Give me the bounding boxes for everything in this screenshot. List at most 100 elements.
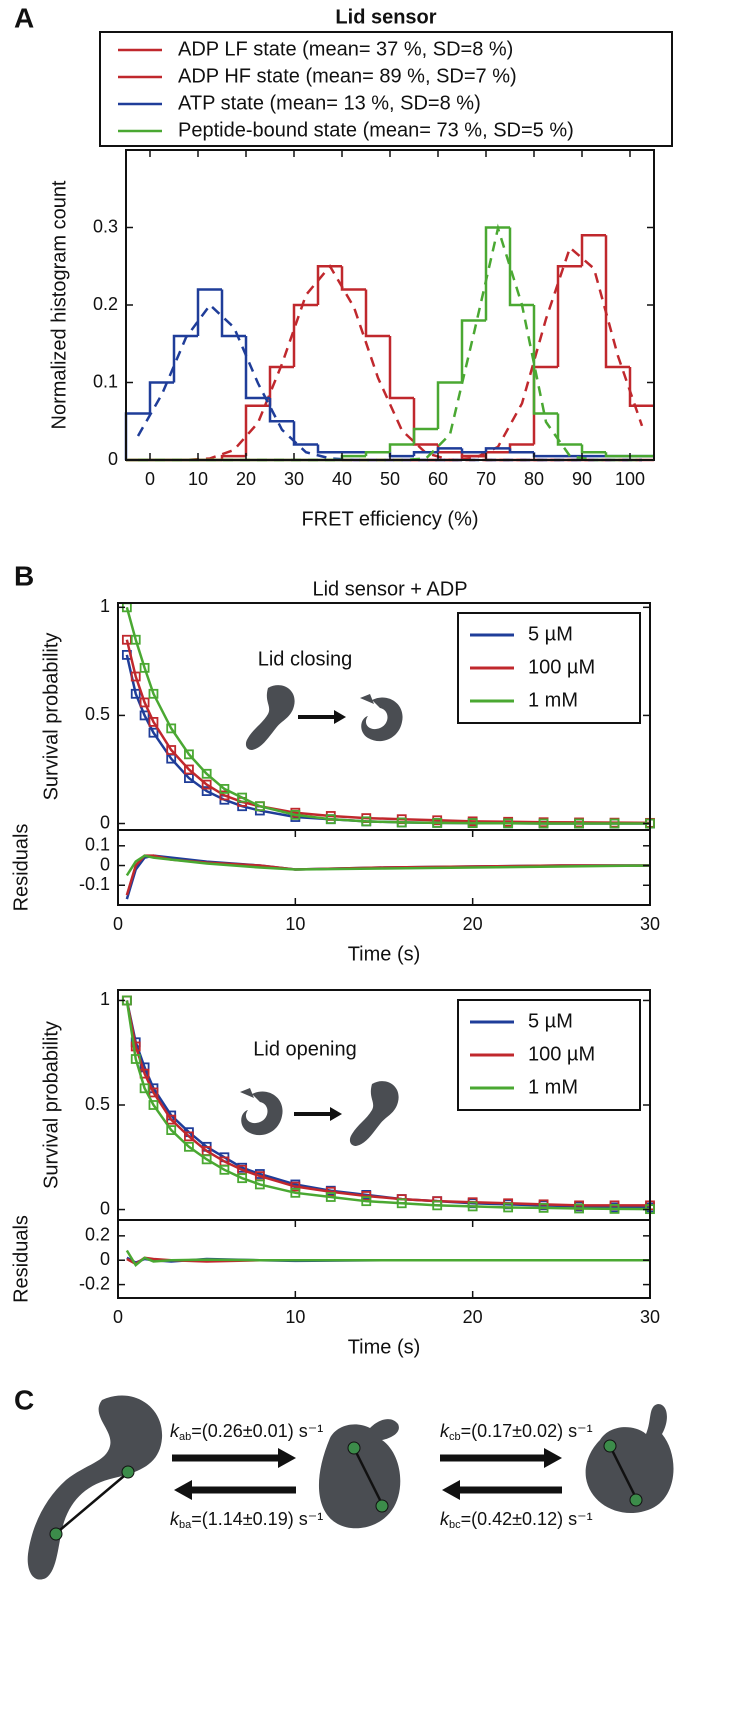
data-point xyxy=(148,727,159,738)
state-c xyxy=(585,1404,674,1514)
histogram-step xyxy=(460,319,486,383)
y-tick-label: -0.2 xyxy=(79,1273,110,1293)
rate-symbol: k xyxy=(170,1421,180,1441)
plot-frame xyxy=(117,1219,651,1299)
data-point xyxy=(290,1187,301,1198)
chart-title: Lid sensor xyxy=(335,6,436,28)
fit-line xyxy=(125,606,650,825)
data-point xyxy=(184,1141,194,1152)
rate-symbol: k xyxy=(440,1421,450,1441)
annotation: Lid closing xyxy=(258,648,353,670)
data-point xyxy=(166,1125,177,1135)
data-point xyxy=(130,1054,141,1064)
legend-label: ATP state (mean= 13 %, SD=8 %) xyxy=(178,92,481,114)
data-point xyxy=(166,1114,177,1125)
rate-value: =(0.26±0.01) s⁻¹ xyxy=(191,1421,323,1441)
legend-label: 1 mM xyxy=(528,689,578,711)
data-point xyxy=(325,814,336,825)
residual-line xyxy=(125,854,650,896)
histogram-step xyxy=(628,367,654,407)
histogram-step xyxy=(388,452,414,458)
legend-label: 100 µM xyxy=(528,656,595,678)
x-tick-label: 30 xyxy=(640,914,660,934)
data-point xyxy=(139,697,150,708)
fit-line xyxy=(125,639,651,825)
x-tick-label: 50 xyxy=(380,469,400,489)
histogram-step xyxy=(412,398,438,446)
data-point xyxy=(166,745,177,755)
residual-line xyxy=(125,854,651,877)
fit-line xyxy=(125,1000,651,1211)
data-point xyxy=(396,1198,407,1209)
x-tick-label: 20 xyxy=(236,469,256,489)
y-tick-label: 0.2 xyxy=(85,1225,110,1245)
data-point xyxy=(609,1204,620,1214)
data-point xyxy=(139,710,150,721)
rate-label: kbc=(0.42±0.12) s⁻¹ xyxy=(440,1509,593,1531)
y-tick-label: 0.1 xyxy=(93,371,118,391)
histogram-step xyxy=(436,381,462,429)
x-axis-label: Time (s) xyxy=(348,1336,421,1358)
histogram-step xyxy=(388,336,414,400)
x-tick-label: 20 xyxy=(463,914,483,934)
y-tick-label: 0 xyxy=(100,1249,110,1269)
y-tick-label: 0 xyxy=(100,854,110,874)
data-point xyxy=(290,1181,301,1192)
data-point xyxy=(361,816,372,827)
legend-label: ADP LF state (mean= 37 %, SD=8 %) xyxy=(178,38,513,60)
legend-label: 5 µM xyxy=(528,623,573,645)
data-point xyxy=(254,801,265,812)
y-axis-label: Residuals xyxy=(10,824,32,912)
histogram-step xyxy=(244,404,270,457)
panel-label: C xyxy=(14,1384,34,1415)
data-point xyxy=(609,818,620,829)
residual-line xyxy=(125,1249,650,1267)
histogram-step xyxy=(364,289,390,338)
histogram-step xyxy=(556,265,582,367)
histogram-step xyxy=(364,451,390,457)
y-axis-label: Survival probability xyxy=(40,633,62,801)
data-point xyxy=(432,817,443,828)
rate-label: kcb=(0.17±0.02) s⁻¹ xyxy=(440,1421,593,1443)
y-tick-label: 1 xyxy=(100,596,110,616)
y-tick-label: 0.2 xyxy=(93,294,118,314)
data-point xyxy=(237,792,248,803)
rate-value: =(0.42±0.12) s⁻¹ xyxy=(461,1509,593,1529)
plot-frame xyxy=(125,149,655,461)
data-point xyxy=(201,1154,212,1165)
data-point xyxy=(130,671,141,682)
y-tick-label: 1 xyxy=(100,989,110,1009)
data-point xyxy=(148,1100,159,1110)
y-axis-label: Survival probability xyxy=(40,1021,62,1189)
data-point xyxy=(538,818,549,829)
state-b xyxy=(318,1419,401,1529)
data-point xyxy=(254,1179,265,1190)
histogram-step xyxy=(412,427,438,445)
histogram-step xyxy=(532,305,558,415)
x-tick-label: 0 xyxy=(145,469,155,489)
rate-subscript: ab xyxy=(179,1431,191,1443)
data-point xyxy=(467,1201,478,1212)
data-point xyxy=(201,779,212,790)
data-point xyxy=(219,784,230,794)
x-axis-label: FRET efficiency (%) xyxy=(301,508,478,530)
x-tick-label: 90 xyxy=(572,469,592,489)
data-point xyxy=(503,1202,514,1213)
y-axis-label: Normalized histogram count xyxy=(48,180,70,429)
x-tick-label: 100 xyxy=(615,469,645,489)
data-point xyxy=(538,1202,549,1213)
rate-symbol: k xyxy=(440,1509,450,1529)
data-point xyxy=(201,786,212,796)
data-point xyxy=(130,634,141,645)
histogram-step xyxy=(556,413,582,446)
data-point xyxy=(130,688,141,699)
histogram-step xyxy=(196,288,222,336)
histogram-step xyxy=(436,447,462,453)
histogram-step xyxy=(484,226,510,321)
data-point xyxy=(219,1164,230,1175)
legend-label: 100 µM xyxy=(528,1043,595,1065)
x-tick-label: 0 xyxy=(113,914,123,934)
histogram-step xyxy=(508,227,534,307)
histogram-step xyxy=(220,454,246,460)
